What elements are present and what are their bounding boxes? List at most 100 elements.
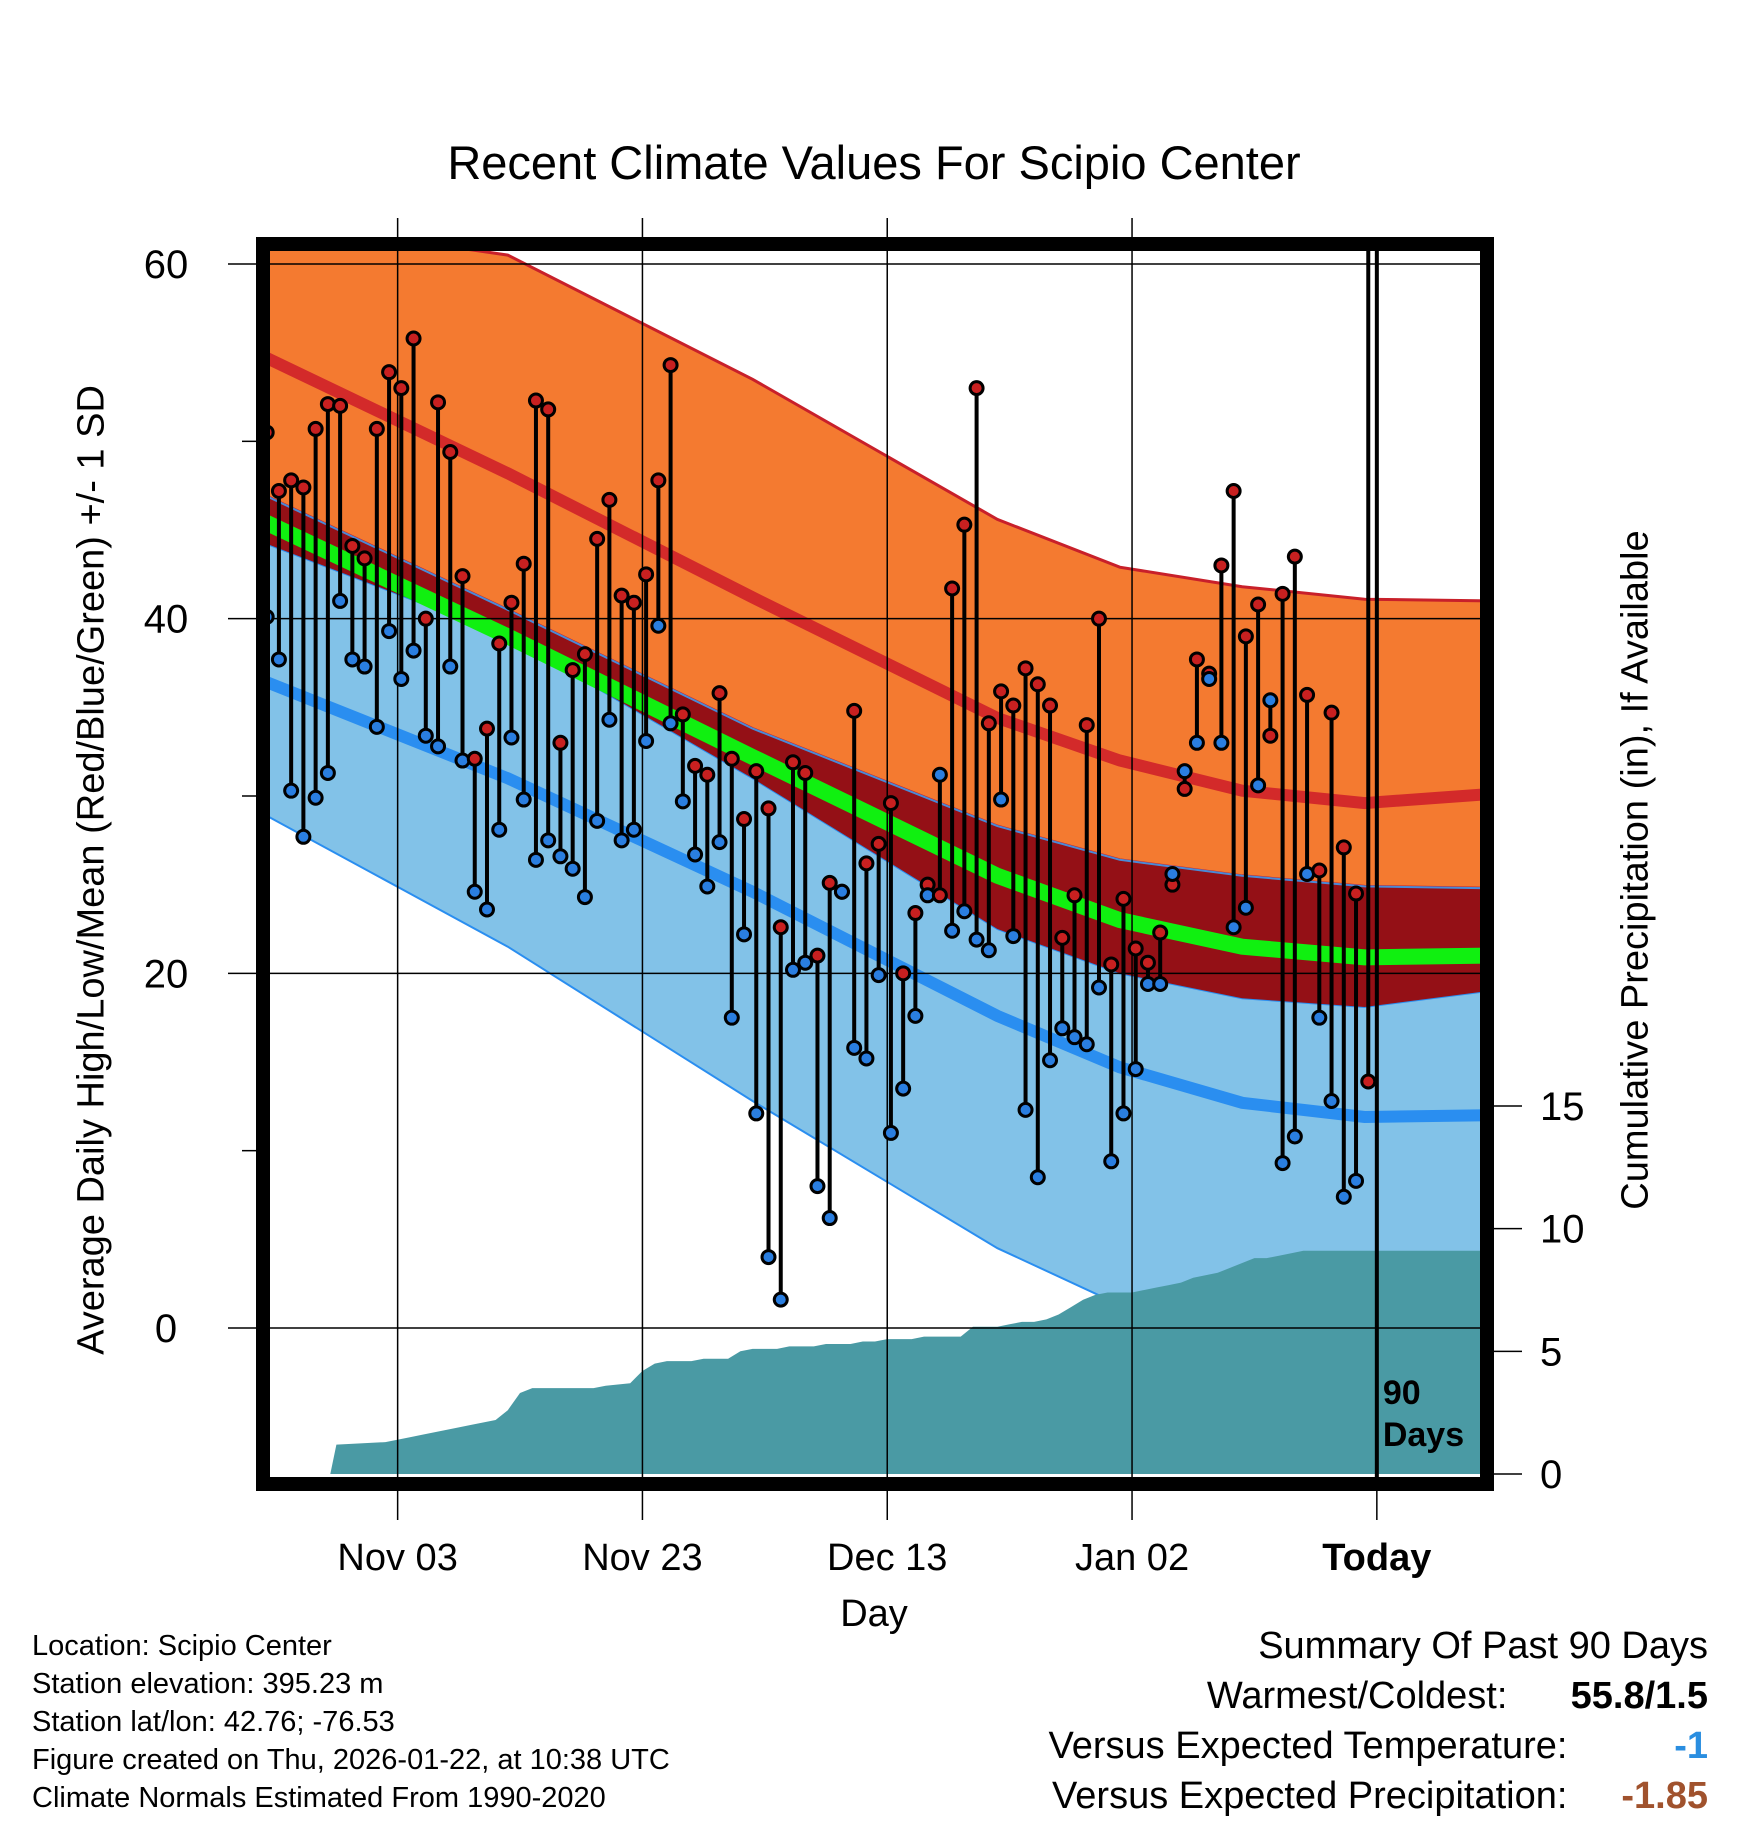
daily-high-point <box>1250 596 1267 613</box>
x-axis-label: Day <box>840 1593 908 1635</box>
daily-low-point <box>1005 928 1022 945</box>
daily-low-point <box>1362 0 1375 7</box>
daily-high-point <box>1262 727 1279 744</box>
daily-high-point <box>674 706 691 723</box>
daily-high-point <box>1348 885 1365 902</box>
y2-tick-label: 10 <box>1540 1208 1585 1252</box>
summary-temp-value: -1 <box>1674 1725 1708 1767</box>
summary-precip-label: Versus Expected Precipitation: <box>1052 1775 1568 1817</box>
daily-high-point <box>1311 862 1328 879</box>
daily-low-point <box>1311 1009 1328 1026</box>
daily-low-point <box>662 715 679 732</box>
daily-low-point <box>1017 1101 1034 1118</box>
daily-low-point <box>1066 1029 1083 1046</box>
daily-high-point <box>1054 929 1071 946</box>
daily-low-point <box>442 658 459 675</box>
daily-low-point <box>1213 734 1230 751</box>
daily-low-point <box>638 733 655 750</box>
mean-band <box>263 494 1487 1007</box>
plot-frame <box>256 237 1494 1491</box>
daily-low-point <box>870 967 887 984</box>
daily-low-point <box>466 883 483 900</box>
daily-low-point <box>846 1039 863 1056</box>
daily-high-point <box>1323 704 1340 721</box>
daily-high-point <box>283 472 300 489</box>
daily-low-point <box>1237 899 1254 916</box>
daily-high-point <box>1115 890 1132 907</box>
daily-low-point <box>1176 763 1193 780</box>
daily-high-point <box>515 555 532 572</box>
daily-high-point <box>613 587 630 604</box>
daily-low-point <box>723 1009 740 1026</box>
daily-high-point <box>381 364 398 381</box>
daily-high-point <box>576 646 593 663</box>
daily-low-point <box>833 883 850 900</box>
y-tick-label: 0 <box>155 1307 177 1351</box>
daily-low-point <box>821 1210 838 1227</box>
daily-low-point <box>613 832 630 849</box>
daily-low-point <box>515 791 532 808</box>
daily-low-point <box>503 729 520 746</box>
y-tick-label: 20 <box>144 952 189 996</box>
daily-low-point <box>674 793 691 810</box>
daily-low-point <box>1250 777 1267 794</box>
daily-high-point <box>368 420 385 437</box>
daily-low-point <box>993 791 1010 808</box>
summary-warm-cold-value: 55.8/1.5 <box>1570 1675 1708 1717</box>
daily-high-point <box>1042 697 1059 714</box>
daily-low-point <box>1054 1020 1071 1037</box>
daily-high-point <box>270 482 287 499</box>
daily-high-point <box>478 720 495 737</box>
daily-low-point <box>699 878 716 895</box>
summary-temp-row: Versus Expected Temperature: -1 <box>1049 1725 1708 1768</box>
daily-high-point <box>1335 839 1352 856</box>
daily-low-point <box>895 1080 912 1097</box>
daily-low-point <box>1201 670 1218 687</box>
daily-high-point <box>344 537 361 554</box>
daily-high-point <box>1139 954 1156 971</box>
daily-low-point <box>283 782 300 799</box>
daily-high-point <box>1237 628 1254 645</box>
daily-low-point <box>307 789 324 806</box>
x-tick-label: Nov 23 <box>582 1537 702 1579</box>
x-tick-label: Today <box>1322 1537 1431 1579</box>
daily-high-point <box>393 380 410 397</box>
daily-high-point <box>809 947 826 964</box>
daily-low-point <box>393 670 410 687</box>
daily-low-point <box>295 828 312 845</box>
daily-high-point <box>748 763 765 780</box>
daily-low-point <box>748 1105 765 1122</box>
daily-low-point <box>1262 692 1279 709</box>
daily-high-point <box>356 550 373 567</box>
daily-low-point <box>1029 1169 1046 1186</box>
y-tick-label: 40 <box>144 598 189 642</box>
daily-low-point <box>1078 1036 1095 1053</box>
x-tick-label: Dec 13 <box>827 1537 947 1579</box>
summary-temp-label: Versus Expected Temperature: <box>1048 1725 1568 1767</box>
daily-high-point <box>1103 956 1120 973</box>
daily-high-point <box>1066 887 1083 904</box>
daily-low-point <box>319 764 336 781</box>
daily-high-point <box>1274 585 1291 602</box>
daily-high-point <box>784 754 801 771</box>
daily-low-point <box>687 846 704 863</box>
daily-low-point <box>882 1124 899 1141</box>
daily-low-point <box>576 889 593 906</box>
x-tick-label: Jan 02 <box>1075 1537 1189 1579</box>
daily-high-point <box>931 887 948 904</box>
daily-high-point <box>540 401 557 418</box>
daily-high-point <box>1188 651 1205 668</box>
daily-high-point <box>858 855 875 872</box>
x-tick-label: Nov 03 <box>337 1537 457 1579</box>
info-elevation: Station elevation: 395.23 m <box>32 1668 384 1700</box>
daily-low-point <box>956 903 973 920</box>
daily-high-point <box>968 380 985 397</box>
daily-high-point <box>1029 676 1046 693</box>
daily-low-point <box>381 623 398 640</box>
daily-high-point <box>980 715 997 732</box>
daily-high-point <box>772 919 789 936</box>
daily-low-point <box>368 718 385 735</box>
daily-low-point <box>797 954 814 971</box>
daily-high-point <box>601 491 618 508</box>
daily-low-point <box>650 617 667 634</box>
